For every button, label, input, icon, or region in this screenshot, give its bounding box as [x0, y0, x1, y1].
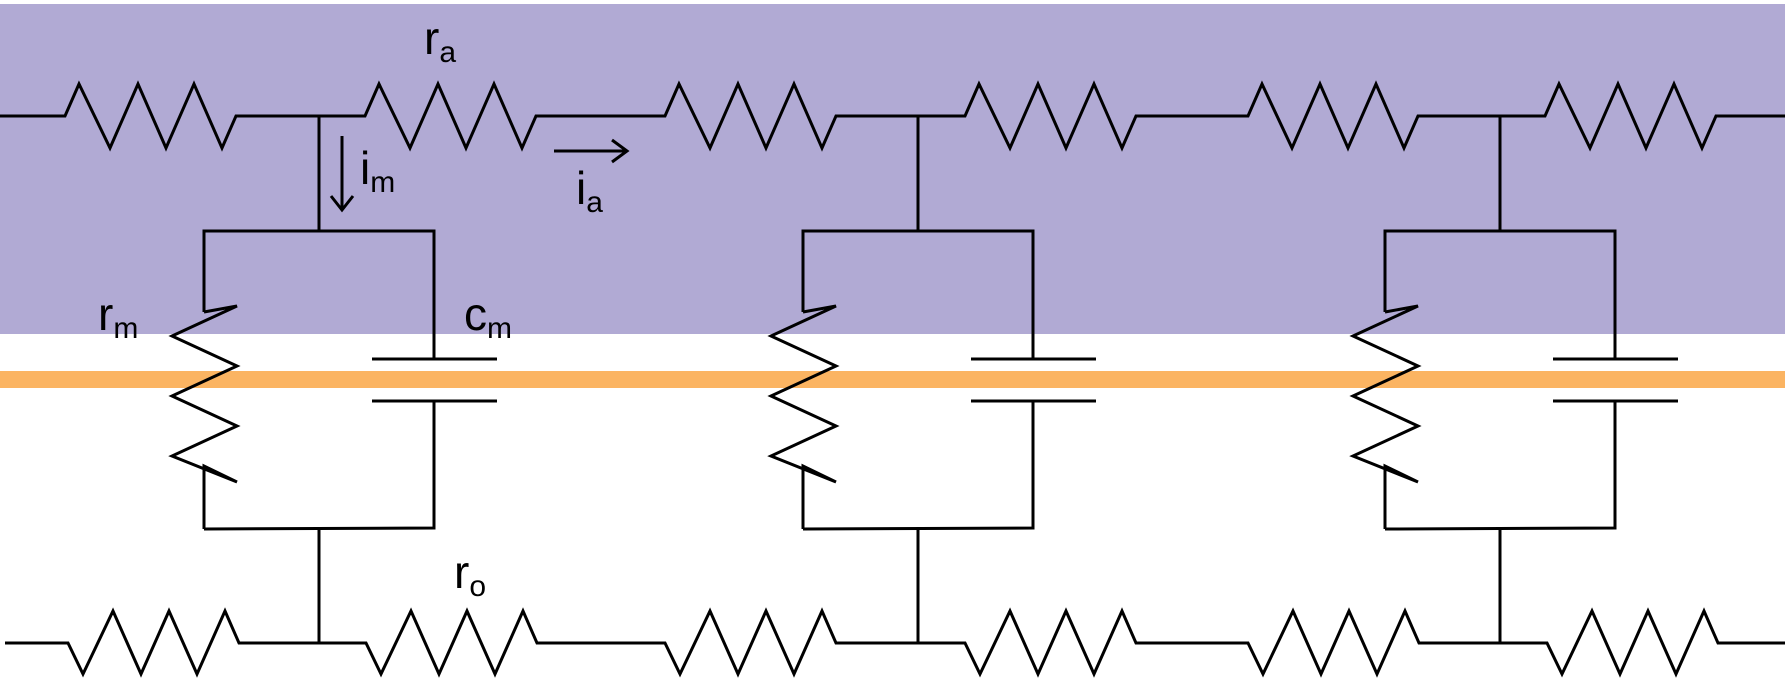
membrane-patch-1 — [168, 116, 497, 643]
membrane-current-label: im — [360, 142, 395, 199]
membrane-patch-2 — [767, 116, 1096, 643]
outside-resistance-label: ro — [454, 546, 486, 603]
parallel-bus-top-1 — [202, 229, 436, 359]
membrane-resistor-1 — [168, 304, 241, 529]
axial-current-label: ia — [576, 162, 603, 219]
membrane-band — [0, 371, 1785, 388]
axial-resistor-chain-top — [0, 80, 1785, 152]
membrane-patch-3 — [1349, 116, 1678, 643]
axon-interior-region — [0, 4, 1785, 334]
parallel-bus-bottom-3 — [1384, 401, 1617, 531]
outside-resistor-chain-bottom — [5, 607, 1785, 678]
membrane-capacitance-label: cm — [464, 288, 512, 345]
membrane-resistor-3 — [1349, 304, 1422, 529]
membrane-resistor-2 — [767, 304, 840, 529]
membrane-resistance-label: rm — [98, 288, 138, 345]
parallel-bus-top-2 — [801, 229, 1035, 359]
parallel-bus-bottom-2 — [802, 401, 1035, 531]
membrane-current-arrow — [329, 136, 355, 213]
axial-resistance-label: ra — [424, 12, 456, 69]
parallel-bus-top-3 — [1383, 229, 1617, 359]
axial-current-arrow — [554, 138, 630, 164]
parallel-bus-bottom-1 — [203, 401, 436, 531]
